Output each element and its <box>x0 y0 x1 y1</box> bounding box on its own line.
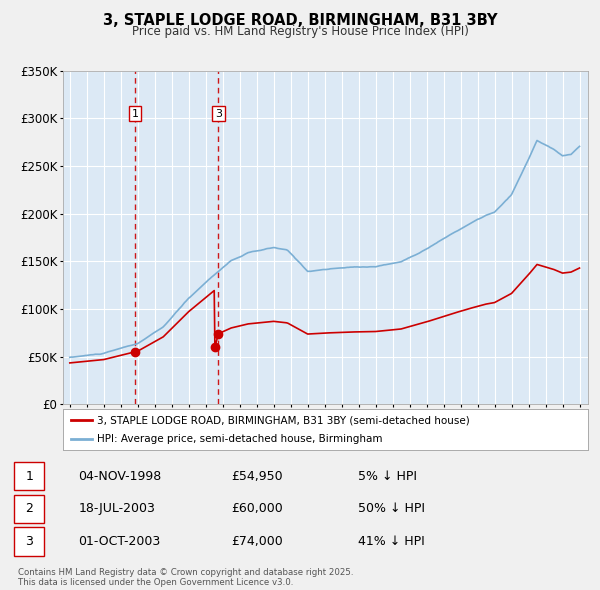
Text: 1: 1 <box>131 109 139 119</box>
Text: £54,950: £54,950 <box>231 470 283 483</box>
FancyBboxPatch shape <box>14 527 44 556</box>
Text: 18-JUL-2003: 18-JUL-2003 <box>78 502 155 516</box>
Text: 1: 1 <box>25 470 33 483</box>
Text: 2: 2 <box>25 502 33 516</box>
Text: Contains HM Land Registry data © Crown copyright and database right 2025.
This d: Contains HM Land Registry data © Crown c… <box>18 568 353 587</box>
Text: £60,000: £60,000 <box>231 502 283 516</box>
FancyBboxPatch shape <box>14 462 44 490</box>
Text: 3, STAPLE LODGE ROAD, BIRMINGHAM, B31 3BY: 3, STAPLE LODGE ROAD, BIRMINGHAM, B31 3B… <box>103 13 497 28</box>
Text: 50% ↓ HPI: 50% ↓ HPI <box>358 502 425 516</box>
Text: HPI: Average price, semi-detached house, Birmingham: HPI: Average price, semi-detached house,… <box>97 434 383 444</box>
Text: 3, STAPLE LODGE ROAD, BIRMINGHAM, B31 3BY (semi-detached house): 3, STAPLE LODGE ROAD, BIRMINGHAM, B31 3B… <box>97 415 470 425</box>
Text: 3: 3 <box>25 535 33 548</box>
Text: 01-OCT-2003: 01-OCT-2003 <box>78 535 160 548</box>
FancyBboxPatch shape <box>14 494 44 523</box>
Text: £74,000: £74,000 <box>231 535 283 548</box>
Text: 3: 3 <box>215 109 222 119</box>
Text: 5% ↓ HPI: 5% ↓ HPI <box>358 470 416 483</box>
Text: 04-NOV-1998: 04-NOV-1998 <box>78 470 161 483</box>
Text: 41% ↓ HPI: 41% ↓ HPI <box>358 535 424 548</box>
Text: Price paid vs. HM Land Registry's House Price Index (HPI): Price paid vs. HM Land Registry's House … <box>131 25 469 38</box>
